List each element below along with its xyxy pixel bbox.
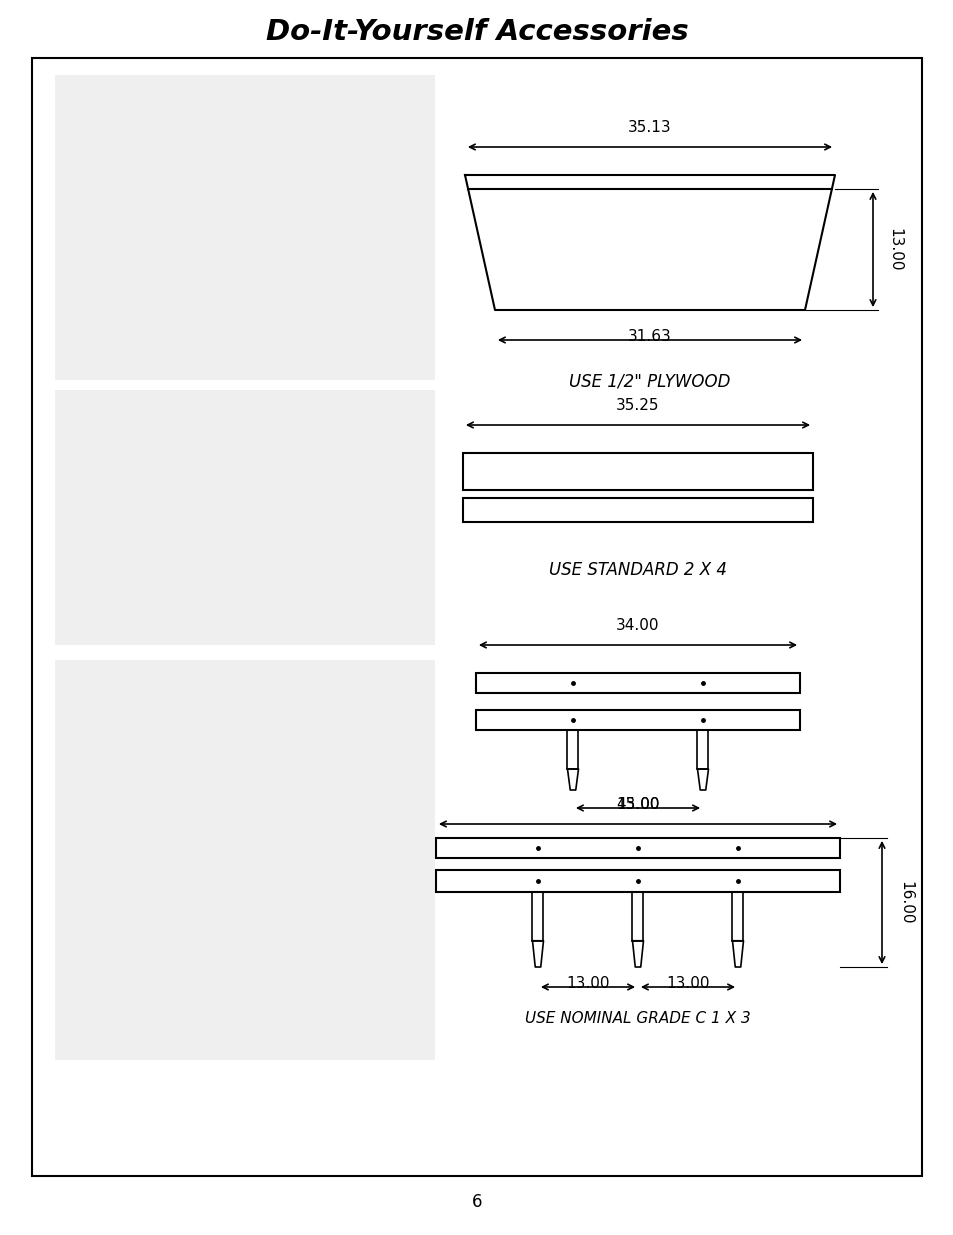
Text: 13.00: 13.00 — [616, 797, 659, 811]
Text: 13.00: 13.00 — [665, 976, 709, 990]
Bar — [732, 892, 742, 941]
Bar — [476, 673, 800, 693]
Bar — [55, 75, 435, 380]
Bar — [462, 453, 812, 490]
Text: Do-It-Yourself Accessories: Do-It-Yourself Accessories — [265, 19, 688, 46]
Text: USE 1/2" PLYWOOD: USE 1/2" PLYWOOD — [569, 373, 730, 391]
Text: 13.00: 13.00 — [886, 227, 902, 272]
Bar — [55, 390, 435, 645]
Bar — [436, 839, 840, 858]
Text: 45.00: 45.00 — [616, 797, 659, 811]
Text: 16.00: 16.00 — [898, 881, 913, 924]
Bar — [532, 892, 543, 941]
Text: 35.25: 35.25 — [616, 398, 659, 412]
Bar — [436, 869, 840, 892]
Text: 34.00: 34.00 — [616, 618, 659, 634]
Text: USE STANDARD 2 X 4: USE STANDARD 2 X 4 — [548, 561, 726, 579]
Text: USE NOMINAL GRADE C 1 X 3: USE NOMINAL GRADE C 1 X 3 — [524, 1011, 750, 1026]
Text: 13.00: 13.00 — [566, 976, 609, 990]
Bar — [632, 892, 643, 941]
Bar — [476, 710, 800, 730]
Text: 31.63: 31.63 — [627, 329, 671, 345]
Bar — [567, 730, 578, 769]
Bar — [462, 498, 812, 522]
Bar — [697, 730, 708, 769]
Bar — [55, 659, 435, 1060]
Text: 6: 6 — [471, 1193, 482, 1212]
Text: 35.13: 35.13 — [627, 120, 671, 135]
